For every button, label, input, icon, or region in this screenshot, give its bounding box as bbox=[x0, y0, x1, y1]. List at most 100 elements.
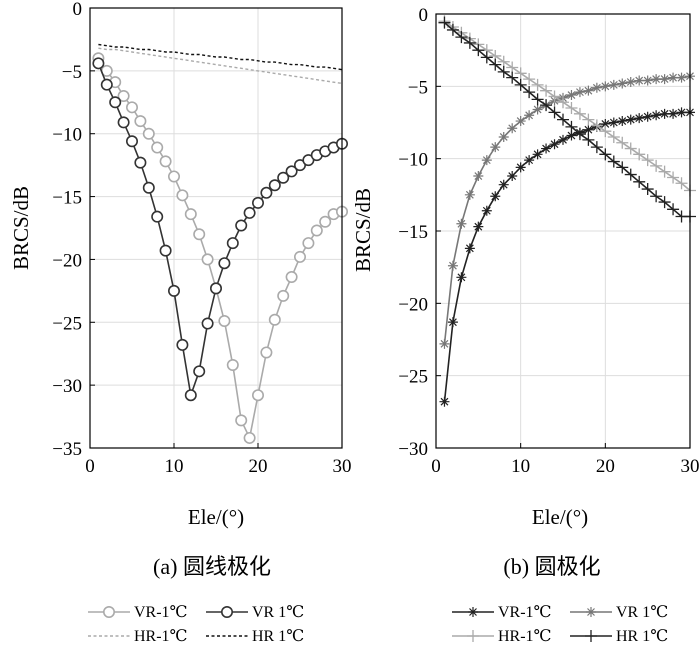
panel-b-data-point bbox=[634, 113, 645, 124]
panel-b-data-point bbox=[624, 168, 637, 181]
panel-a-ylabel: BRCS/dB bbox=[9, 186, 33, 270]
panel-a-legend-label: HR 1℃ bbox=[252, 628, 304, 645]
panel-a-data-point bbox=[92, 57, 105, 70]
panel-b-data-point bbox=[566, 130, 577, 141]
x-tick-label: 10 bbox=[165, 456, 184, 477]
panel-b-data-point bbox=[642, 75, 653, 86]
panel-a-data-point bbox=[235, 414, 248, 427]
panel-b-legend-marker bbox=[586, 607, 596, 617]
y-tick-label: −20 bbox=[52, 250, 82, 271]
panel-b-data-point bbox=[608, 79, 619, 90]
panel-b-data-point bbox=[506, 61, 519, 74]
panel-a-data-point bbox=[210, 282, 223, 295]
panel-b-data-point bbox=[633, 175, 646, 188]
y-tick-label: −10 bbox=[398, 150, 428, 171]
panel-a-data-point bbox=[268, 179, 281, 192]
panel-a-data-point bbox=[201, 317, 214, 330]
panel-b-data-point bbox=[582, 113, 595, 126]
panel-b-data-point bbox=[590, 141, 603, 154]
panel-b-series-line-0 bbox=[443, 111, 690, 402]
panel-b-data-point bbox=[599, 148, 612, 161]
panel-b-data-point bbox=[642, 111, 653, 122]
panel-b-data-point bbox=[676, 107, 687, 118]
x-tick-label: 30 bbox=[333, 456, 352, 477]
y-tick-label: 0 bbox=[73, 0, 83, 20]
panel-b-data-point bbox=[583, 85, 594, 96]
panel-a-data-point bbox=[226, 359, 239, 372]
panel-a-xlabel: Ele/(°) bbox=[188, 505, 244, 529]
panel-b-data-point bbox=[541, 143, 552, 154]
panel-b-data-point bbox=[531, 78, 544, 91]
panel-a-chart: 0 10 20 30 0 −5 −10 −15 −20 −25 −30 −35 BRCS/dB Ele… bbox=[9, 0, 352, 579]
panel-b-data-point bbox=[548, 106, 561, 119]
panel-b-data-point bbox=[659, 74, 670, 85]
panel-a-data-point bbox=[293, 250, 306, 263]
panel-b-data-point bbox=[566, 90, 577, 101]
panel-b-data-point bbox=[590, 119, 603, 132]
panel-b-data-point bbox=[624, 142, 637, 155]
panel-a-data-point bbox=[277, 289, 290, 302]
panel-b-data-point bbox=[617, 116, 628, 127]
x-tick-label: 0 bbox=[85, 456, 95, 477]
panel-b-data-point bbox=[616, 161, 629, 174]
y-tick-label: −15 bbox=[52, 188, 82, 209]
panel-b-legend-marker bbox=[585, 630, 597, 642]
panel-b-data-point bbox=[439, 396, 450, 407]
panel-a-data-point bbox=[218, 315, 231, 328]
y-tick-label: −35 bbox=[52, 439, 82, 460]
panel-b-data-point bbox=[481, 205, 492, 216]
panel-a-data-point bbox=[218, 257, 231, 270]
panel-b-series-line-3 bbox=[443, 22, 690, 218]
panel-b-data-point bbox=[498, 131, 509, 142]
panel-a-data-point bbox=[184, 208, 197, 221]
panel-a-legend-label: VR 1℃ bbox=[252, 604, 304, 621]
panel-b-data-point bbox=[608, 117, 619, 128]
panel-b-data-point bbox=[675, 177, 688, 190]
panel-a-data-point bbox=[268, 313, 281, 326]
panel-a-data-point bbox=[126, 101, 139, 114]
panel-b-data-point bbox=[515, 116, 526, 127]
panel-b-data-point bbox=[549, 139, 560, 150]
panel-b-data-point bbox=[455, 31, 468, 44]
panel-a-data-point bbox=[193, 228, 206, 241]
panel-b-data-point bbox=[439, 338, 450, 349]
panel-b-data-point bbox=[540, 99, 553, 112]
panel-b-data-point bbox=[464, 189, 475, 200]
panel-a-data-point bbox=[142, 127, 155, 140]
panel-a-data-point bbox=[134, 156, 147, 169]
panel-b-data-point bbox=[497, 65, 510, 78]
panel-a-data-point bbox=[168, 170, 181, 183]
panel-a-caption: (a) 圆线极化 bbox=[153, 554, 271, 579]
y-tick-label: −30 bbox=[52, 376, 82, 397]
panel-a-legend-label: VR-1℃ bbox=[134, 604, 187, 621]
panel-b-data-point bbox=[548, 90, 561, 103]
panel-a-grid bbox=[90, 8, 342, 448]
y-tick-label: −30 bbox=[398, 439, 428, 460]
panel-b-data-point bbox=[472, 44, 485, 57]
panel-a-data-point bbox=[117, 116, 130, 129]
panel-a-series bbox=[92, 43, 348, 444]
panel-b-data-point bbox=[599, 125, 612, 138]
panel-b-legend-label: HR-1℃ bbox=[498, 628, 551, 645]
panel-a-data-point bbox=[260, 186, 273, 199]
panel-a-data-point bbox=[243, 206, 256, 219]
panel-b-data-point bbox=[573, 107, 586, 120]
panel-b-data-point bbox=[583, 124, 594, 135]
panel-a-series-line-3 bbox=[98, 43, 343, 71]
y-tick-label: −25 bbox=[52, 313, 82, 334]
panel-b-data-point bbox=[456, 218, 467, 229]
panel-a-legend: VR-1℃ VR 1℃ HR-1℃ HR 1℃ bbox=[88, 604, 304, 645]
x-tick-label: 20 bbox=[249, 456, 268, 477]
y-tick-label: −15 bbox=[398, 222, 428, 243]
panel-b-data-point bbox=[641, 154, 654, 167]
panel-b-data-point bbox=[668, 72, 679, 83]
panel-b-series bbox=[438, 15, 696, 407]
panel-b-data-point bbox=[524, 155, 535, 166]
panel-a-legend-marker bbox=[103, 605, 116, 618]
panel-b-data-point bbox=[616, 136, 629, 149]
panel-b-data-point bbox=[473, 171, 484, 182]
panel-b-data-point bbox=[600, 118, 611, 129]
panel-b-legend-marker bbox=[467, 630, 479, 642]
panel-a-data-point bbox=[277, 171, 290, 184]
